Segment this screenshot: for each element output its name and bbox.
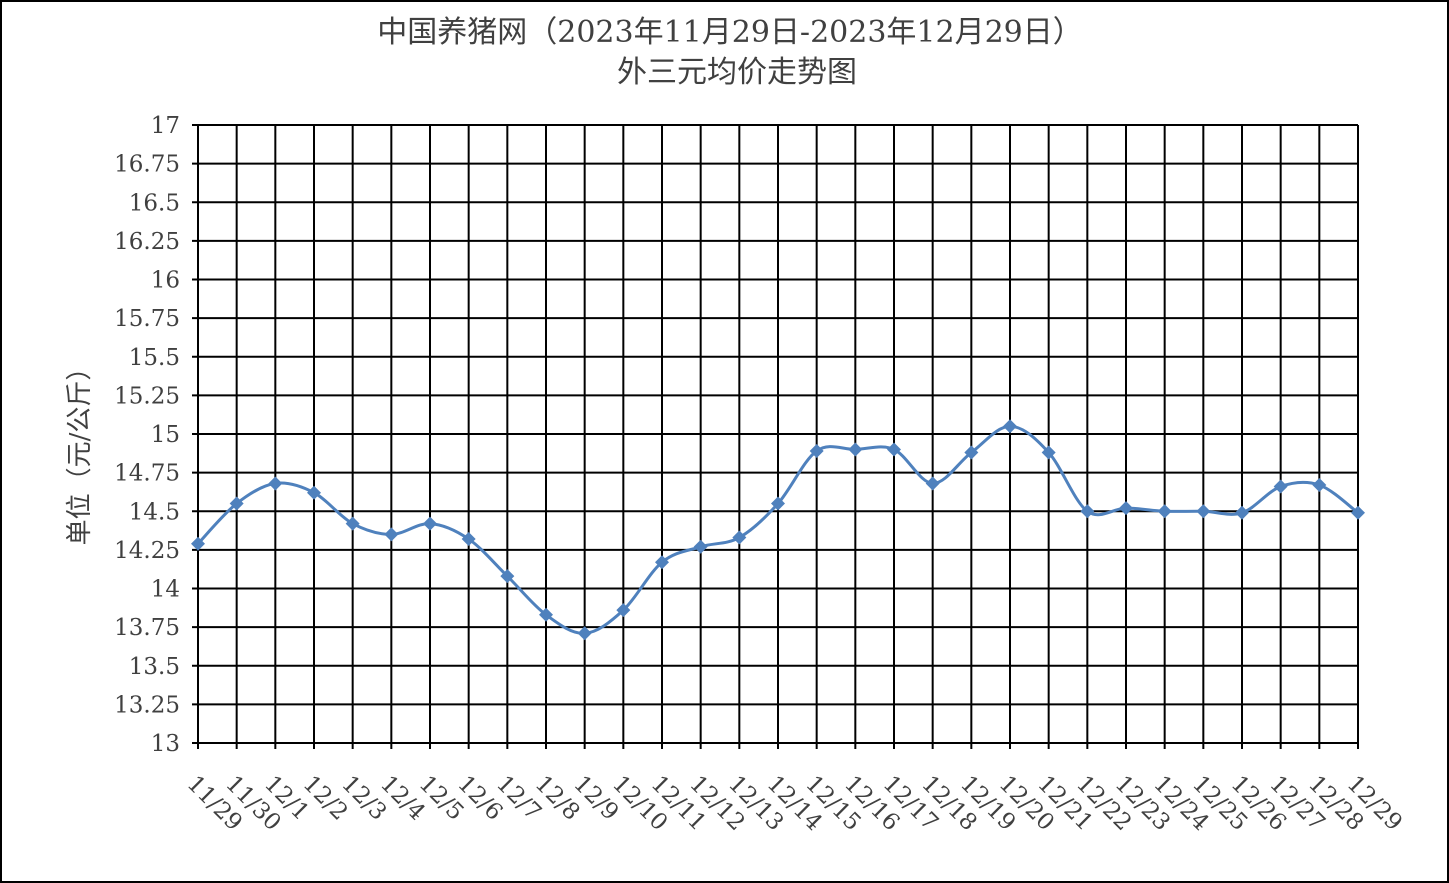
data-point [732,530,747,545]
data-point [1196,504,1211,519]
data-point [1273,479,1288,494]
data-point [1119,501,1133,516]
y-tick-label: 16.25 [114,229,180,255]
data-point [423,516,437,531]
y-tick-label: 14 [151,577,180,603]
data-point [268,476,283,491]
data-point [345,516,360,531]
y-tick-label: 14.5 [129,499,180,525]
y-tick-label: 13.5 [129,654,180,680]
data-point [461,532,476,547]
y-axis-label: 单位（元/公斤） [65,355,95,546]
y-tick-label: 13.25 [114,692,180,718]
data-point [539,607,553,622]
data-point [848,442,863,457]
y-tick-label: 17 [151,113,180,139]
data-point [500,569,515,584]
y-tick-label: 15.5 [129,345,180,371]
data-point [384,527,399,542]
data-point [1351,505,1365,520]
data-point [616,603,631,618]
data-point [1312,477,1327,492]
chart-title: 中国养猪网（2023年11月29日-2023年12月29日） [377,15,1083,50]
y-tick-label: 15 [151,422,180,448]
y-tick-label: 16.5 [129,190,180,216]
data-point [1003,419,1017,434]
y-tick-label: 14.25 [114,538,180,564]
data-point [1080,504,1095,519]
data-point [693,539,708,554]
y-tick-label: 15.75 [114,306,180,332]
data-point [577,626,592,641]
data-point [307,485,321,500]
data-point [964,445,979,460]
data-point [809,443,824,458]
data-point [771,496,785,511]
y-tick-label: 13.75 [114,615,180,641]
data-point [1041,445,1056,460]
data-point [1157,504,1172,519]
data-point [191,536,205,551]
y-tick-label: 15.25 [114,383,180,409]
data-point [655,555,669,570]
data-point [887,442,901,457]
y-tick-label: 16.75 [114,152,180,178]
y-tick-label: 16 [151,268,180,294]
data-point [925,476,940,491]
y-tick-label: 13 [151,731,180,757]
y-tick-label: 14.75 [114,461,180,487]
chart-subtitle: 外三元均价走势图 [617,55,857,90]
data-point [229,496,244,511]
data-point [1235,505,1249,520]
